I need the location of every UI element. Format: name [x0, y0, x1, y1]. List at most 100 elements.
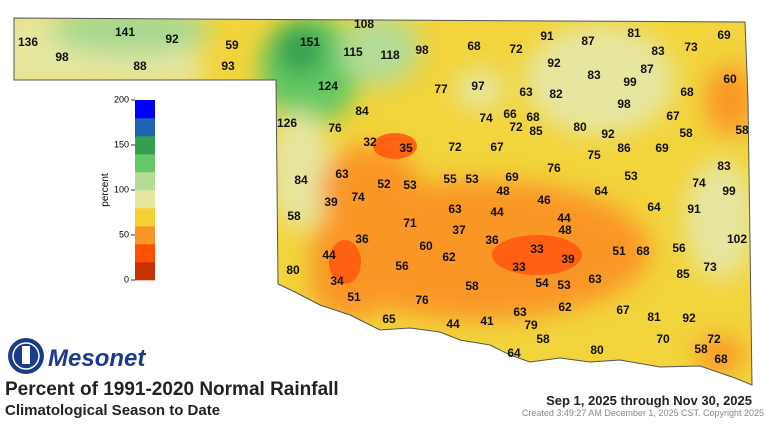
- station-value: 87: [640, 62, 654, 76]
- station-value: 44: [490, 205, 504, 219]
- station-value: 37: [452, 223, 466, 237]
- legend-swatch: [135, 226, 155, 245]
- station-value: 84: [294, 173, 308, 187]
- station-value: 67: [490, 140, 504, 154]
- station-value: 87: [581, 34, 595, 48]
- station-value: 64: [594, 184, 608, 198]
- station-value: 76: [415, 293, 429, 307]
- state-outline: [13, 17, 753, 386]
- legend-tick-label: 150: [114, 139, 129, 149]
- station-value: 68: [714, 352, 728, 366]
- station-value: 51: [347, 290, 361, 304]
- subtitle: Climatological Season to Date: [5, 402, 220, 419]
- station-value: 99: [722, 184, 736, 198]
- station-value: 58: [679, 126, 693, 140]
- station-value: 99: [623, 75, 637, 89]
- station-value: 55: [443, 172, 457, 186]
- legend-swatch: [135, 154, 155, 173]
- station-value: 68: [526, 110, 540, 124]
- station-value: 59: [225, 38, 239, 52]
- station-value: 92: [601, 127, 615, 141]
- station-value: 80: [286, 263, 300, 277]
- station-value: 73: [703, 260, 717, 274]
- station-value: 36: [355, 232, 369, 246]
- station-value: 63: [335, 167, 349, 181]
- station-value: 88: [133, 59, 147, 73]
- station-value: 85: [676, 267, 690, 281]
- station-value: 124: [318, 79, 338, 93]
- station-value: 63: [513, 305, 527, 319]
- station-value: 76: [328, 121, 342, 135]
- station-value: 68: [680, 85, 694, 99]
- station-value: 71: [403, 216, 417, 230]
- station-value: 56: [395, 259, 409, 273]
- station-value: 72: [509, 42, 523, 56]
- station-value: 77: [434, 82, 448, 96]
- station-value: 136: [18, 35, 38, 49]
- station-value: 81: [627, 26, 641, 40]
- station-value: 70: [656, 332, 670, 346]
- station-value: 48: [558, 223, 572, 237]
- station-value: 63: [448, 202, 462, 216]
- station-value: 54: [535, 276, 549, 290]
- station-value: 80: [590, 343, 604, 357]
- station-value: 92: [165, 32, 179, 46]
- station-value: 118: [380, 48, 400, 62]
- station-value: 58: [536, 332, 550, 346]
- station-value: 72: [509, 120, 523, 134]
- station-value: 75: [587, 148, 601, 162]
- legend-swatch: [135, 136, 155, 155]
- legend-swatch: [135, 262, 155, 281]
- station-value: 72: [707, 332, 721, 346]
- logo-text: Mesonet: [48, 345, 146, 372]
- station-value: 83: [651, 44, 665, 58]
- station-value: 32: [363, 135, 377, 149]
- station-value: 72: [448, 140, 462, 154]
- station-value: 91: [687, 202, 701, 216]
- station-value: 60: [419, 239, 433, 253]
- station-value: 74: [479, 111, 493, 125]
- station-value: 62: [442, 250, 456, 264]
- legend-tick-label: 100: [114, 184, 129, 194]
- station-value: 69: [655, 141, 669, 155]
- station-value: 39: [324, 195, 338, 209]
- station-value: 33: [530, 242, 544, 256]
- legend-swatch: [135, 244, 155, 263]
- station-value: 83: [587, 68, 601, 82]
- station-value: 84: [355, 104, 369, 118]
- station-value: 58: [694, 342, 708, 356]
- legend: percent 0 50 100 150 200: [100, 94, 155, 284]
- station-value: 48: [496, 184, 510, 198]
- station-value: 53: [624, 169, 638, 183]
- station-value: 67: [666, 109, 680, 123]
- legend-swatch: [135, 100, 155, 119]
- station-value: 141: [115, 25, 135, 39]
- station-value: 46: [537, 193, 551, 207]
- station-value: 81: [647, 310, 661, 324]
- station-value: 74: [351, 190, 365, 204]
- station-value: 98: [617, 97, 631, 111]
- station-value: 58: [735, 123, 749, 137]
- station-value: 39: [561, 252, 575, 266]
- station-value: 58: [465, 279, 479, 293]
- station-value: 63: [588, 272, 602, 286]
- station-value: 67: [616, 303, 630, 317]
- title: Percent of 1991-2020 Normal Rainfall: [5, 379, 339, 400]
- station-value: 53: [403, 178, 417, 192]
- station-value: 91: [540, 29, 554, 43]
- station-value: 69: [505, 170, 519, 184]
- legend-tick-label: 0: [124, 274, 129, 284]
- station-value: 58: [287, 209, 301, 223]
- station-value: 44: [322, 248, 336, 262]
- station-value: 93: [221, 59, 235, 73]
- station-value: 74: [692, 176, 706, 190]
- legend-tick-label: 50: [119, 229, 129, 239]
- station-value: 82: [549, 87, 563, 101]
- station-value: 34: [330, 274, 344, 288]
- station-value: 92: [547, 56, 561, 70]
- station-value: 65: [382, 312, 396, 326]
- station-value: 66: [503, 107, 517, 121]
- station-value: 35: [399, 141, 413, 155]
